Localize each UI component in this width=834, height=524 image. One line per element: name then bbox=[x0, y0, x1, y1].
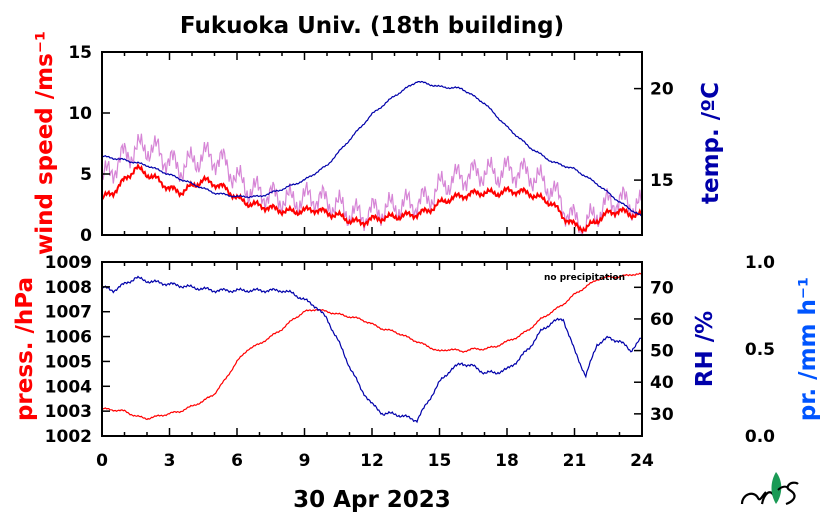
y-tick-label: 1006 bbox=[45, 328, 92, 348]
x-tick-label: 9 bbox=[299, 451, 311, 471]
temp-axis-label: temp. /ºC bbox=[698, 82, 724, 204]
date-label: 30 Apr 2023 bbox=[293, 487, 451, 513]
y-tick-label: 60 bbox=[650, 310, 674, 330]
precipitation-note: no precipitation bbox=[544, 273, 625, 283]
y-tick-label: 1008 bbox=[45, 278, 92, 298]
y-tick-label: 50 bbox=[650, 342, 674, 362]
wind-axis-label: wind speed /ms⁻¹ bbox=[32, 31, 58, 255]
y-tick-label: 1003 bbox=[45, 402, 92, 422]
mes-logo bbox=[740, 472, 799, 506]
wind-series-line bbox=[101, 162, 643, 234]
y-tick-label: 10 bbox=[68, 104, 92, 124]
y-tick-label: 0 bbox=[80, 226, 92, 246]
x-tick-label: 15 bbox=[428, 451, 452, 471]
y-tick-label: 1009 bbox=[45, 253, 92, 273]
y-tick-label: 1005 bbox=[45, 352, 92, 372]
top-panel: 0 5 10 15 15 20 bbox=[68, 43, 674, 246]
x-tick-label: 0 bbox=[96, 451, 108, 471]
y-tick-label: 5 bbox=[80, 165, 92, 185]
precip-tick-label: 0.0 bbox=[745, 427, 775, 447]
gust-series-line bbox=[101, 133, 643, 237]
x-tick-label: 6 bbox=[231, 451, 243, 471]
chart-title: Fukuoka Univ. (18th building) bbox=[180, 13, 564, 39]
rh-axis-label: RH /% bbox=[692, 311, 718, 387]
y-tick-label: 15 bbox=[650, 171, 674, 191]
y-tick-label: 1004 bbox=[45, 377, 92, 397]
precip-axis-label: pr. /mm h⁻¹ bbox=[795, 277, 821, 421]
pressure-series-line bbox=[101, 272, 643, 421]
y-tick-label: 40 bbox=[650, 373, 674, 393]
x-tick-label: 21 bbox=[563, 451, 587, 471]
y-tick-label: 70 bbox=[650, 278, 674, 298]
y-tick-label: 15 bbox=[68, 43, 92, 63]
x-tick-label: 12 bbox=[360, 451, 384, 471]
precip-tick-label: 0.5 bbox=[745, 340, 775, 360]
bottom-panel-ticks: 0 3 6 9 12 15 18 21 24 1002 1003 1004 1005 1006 1007 10… bbox=[45, 253, 775, 471]
temp-series-line bbox=[101, 80, 643, 217]
y-tick-label: 20 bbox=[650, 80, 674, 100]
rh-series-line bbox=[101, 275, 643, 424]
bottom-panel: 0 3 6 9 12 15 18 21 24 1002 1003 1004 1005 1006 1007 10… bbox=[45, 253, 775, 471]
x-tick-label: 18 bbox=[495, 451, 519, 471]
y-tick-label: 1007 bbox=[45, 303, 92, 323]
y-tick-label: 1002 bbox=[45, 427, 92, 447]
precip-tick-label: 1.0 bbox=[745, 253, 775, 273]
x-tick-label: 3 bbox=[164, 451, 176, 471]
pressure-axis-label: press. /hPa bbox=[12, 277, 38, 421]
y-tick-label: 30 bbox=[650, 405, 674, 425]
x-tick-label: 24 bbox=[630, 451, 654, 471]
top-panel-ticks: 0 5 10 15 15 20 bbox=[68, 43, 674, 246]
